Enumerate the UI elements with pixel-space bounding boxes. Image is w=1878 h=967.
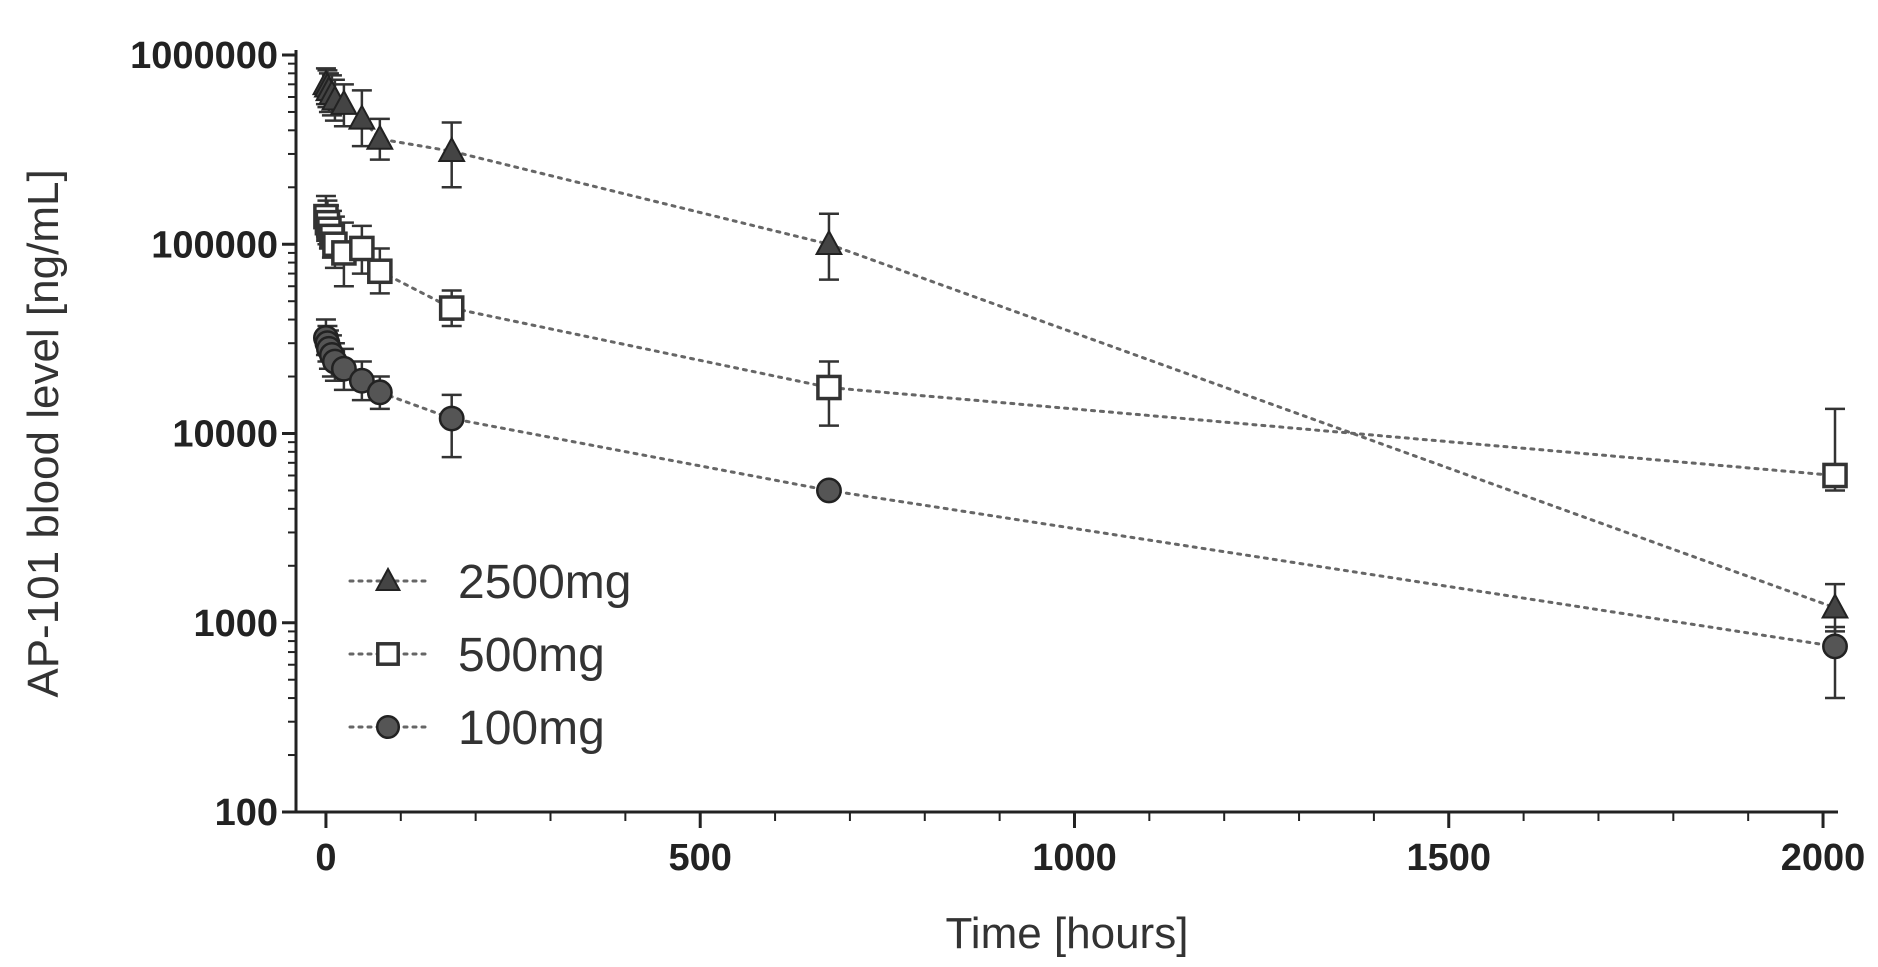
- legend-label: 500mg: [458, 629, 605, 682]
- data-point: [816, 477, 842, 504]
- x-tick-label: 0: [315, 837, 336, 879]
- y-tick-label: 1000: [193, 603, 278, 645]
- y-tick-label: 100: [215, 792, 278, 834]
- legend-label: 2500mg: [458, 556, 631, 609]
- data-point: [1820, 592, 1850, 619]
- series-layer: [311, 67, 1850, 700]
- legend-label: 100mg: [458, 702, 605, 755]
- legend-marker: [374, 566, 402, 591]
- x-tick-label: 500: [669, 837, 732, 879]
- legend-item: 500mg: [348, 629, 605, 682]
- x-tick-label: 1500: [1406, 837, 1491, 879]
- data-point: [329, 89, 358, 115]
- y-tick-label: 10000: [172, 414, 278, 456]
- data-point: [330, 355, 357, 382]
- x-axis-title: Time [hours]: [946, 909, 1189, 958]
- series-500mg: [313, 194, 1848, 492]
- legend: 2500mg 500mg 100mg: [348, 556, 631, 755]
- x-tick-label: 1000: [1032, 837, 1117, 879]
- axes: 0 500 1000 1500 2000 100 1000 10000 100000 100000…: [130, 35, 1865, 879]
- series-2500mg: [311, 67, 1850, 633]
- data-point: [1822, 633, 1848, 660]
- y-axis-title: AP-101 blood level [ng/mL]: [19, 169, 68, 697]
- series-100mg: [312, 318, 1848, 700]
- data-point: [438, 405, 465, 432]
- y-tick-label: 1000000: [130, 35, 278, 77]
- data-point: [348, 367, 375, 394]
- data-point: [814, 229, 843, 255]
- series-line: [324, 215, 1837, 477]
- data-point: [816, 374, 842, 401]
- legend-marker: [376, 642, 400, 666]
- legend-item: 100mg: [348, 702, 605, 755]
- legend-item: 2500mg: [348, 556, 631, 609]
- data-point: [347, 103, 376, 130]
- data-point: [438, 295, 465, 321]
- data-point: [366, 379, 393, 406]
- legend-marker: [375, 714, 401, 740]
- x-tick-label: 2000: [1781, 837, 1866, 879]
- data-point: [1822, 462, 1848, 489]
- data-point: [365, 123, 394, 150]
- y-tick-label: 100000: [151, 224, 278, 266]
- data-point: [437, 136, 466, 163]
- data-point: [367, 258, 393, 285]
- data-point: [349, 235, 375, 262]
